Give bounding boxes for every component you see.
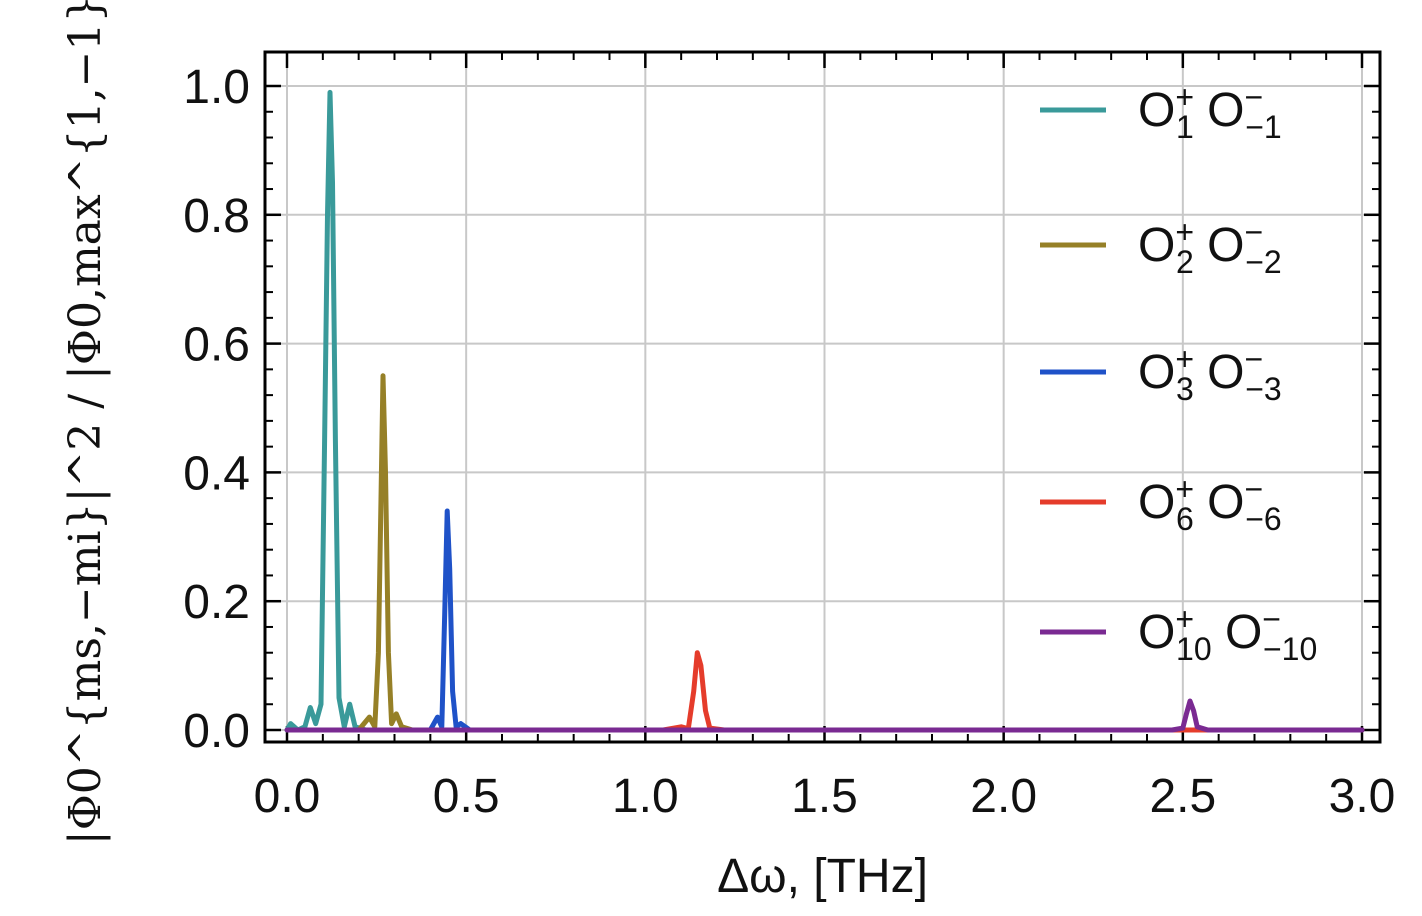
y-tick-label: 0.2 <box>183 576 250 629</box>
x-tick-labels: 0.0 0.5 1.0 1.5 2.0 2.5 3.0 <box>254 770 1396 823</box>
x-tick-label: 2.5 <box>1149 770 1216 823</box>
y-tick-label: 1.0 <box>183 61 250 114</box>
legend: O+ 1 O− −1 O+ 2 O− −2 O+ 3 O− −3 O+ 6 O− −6 O+ 10 O− −… <box>1040 79 1317 667</box>
legend-label: O+ 3 O− −3 <box>1138 341 1282 407</box>
x-tick-label: 2.0 <box>970 770 1037 823</box>
y-axis-label-text: |Φ0^{ms,−mi}|^2 / |Φ0,max^{1,−1}|^2 <box>60 0 111 845</box>
series-line-1 <box>284 89 1365 733</box>
series-line-2 <box>338 373 1365 733</box>
legend-item-1: O+ 1 O− −1 <box>1040 79 1282 145</box>
grid-lines <box>265 52 1380 742</box>
y-axis-label: |Φ0^{ms,−mi}|^2 / |Φ0,max^{1,−1}|^2 <box>60 0 111 845</box>
x-tick-label: 0.5 <box>433 770 500 823</box>
legend-label: O+ 10 O− −10 <box>1138 601 1317 667</box>
y-tick-label: 0.8 <box>183 190 250 243</box>
legend-item-2: O+ 2 O− −2 <box>1040 214 1282 280</box>
x-axis-label: Δω, [THz] <box>717 850 928 903</box>
plot-frame <box>263 50 1382 744</box>
legend-item-4: O+ 6 O− −6 <box>1040 471 1282 537</box>
x-tick-label: 0.0 <box>254 770 321 823</box>
x-tick-label: 1.5 <box>791 770 858 823</box>
legend-item-3: O+ 3 O− −3 <box>1040 341 1282 407</box>
series-line-5 <box>284 698 1365 733</box>
series-lines <box>284 89 1365 733</box>
x-tick-label: 1.0 <box>612 770 679 823</box>
series-line-3 <box>409 508 1365 733</box>
y-tick-labels: 0.0 0.2 0.4 0.6 0.8 1.0 <box>183 61 250 758</box>
legend-label: O+ 1 O− −1 <box>1138 79 1282 145</box>
y-tick-label: 0.0 <box>183 705 250 758</box>
x-tick-label: 3.0 <box>1329 770 1396 823</box>
legend-label: O+ 6 O− −6 <box>1138 471 1282 537</box>
y-tick-label: 0.6 <box>183 319 250 372</box>
series-line-4 <box>660 650 1365 733</box>
legend-label: O+ 2 O− −2 <box>1138 214 1282 280</box>
legend-item-5: O+ 10 O− −10 <box>1040 601 1317 667</box>
y-tick-label: 0.4 <box>183 447 250 500</box>
